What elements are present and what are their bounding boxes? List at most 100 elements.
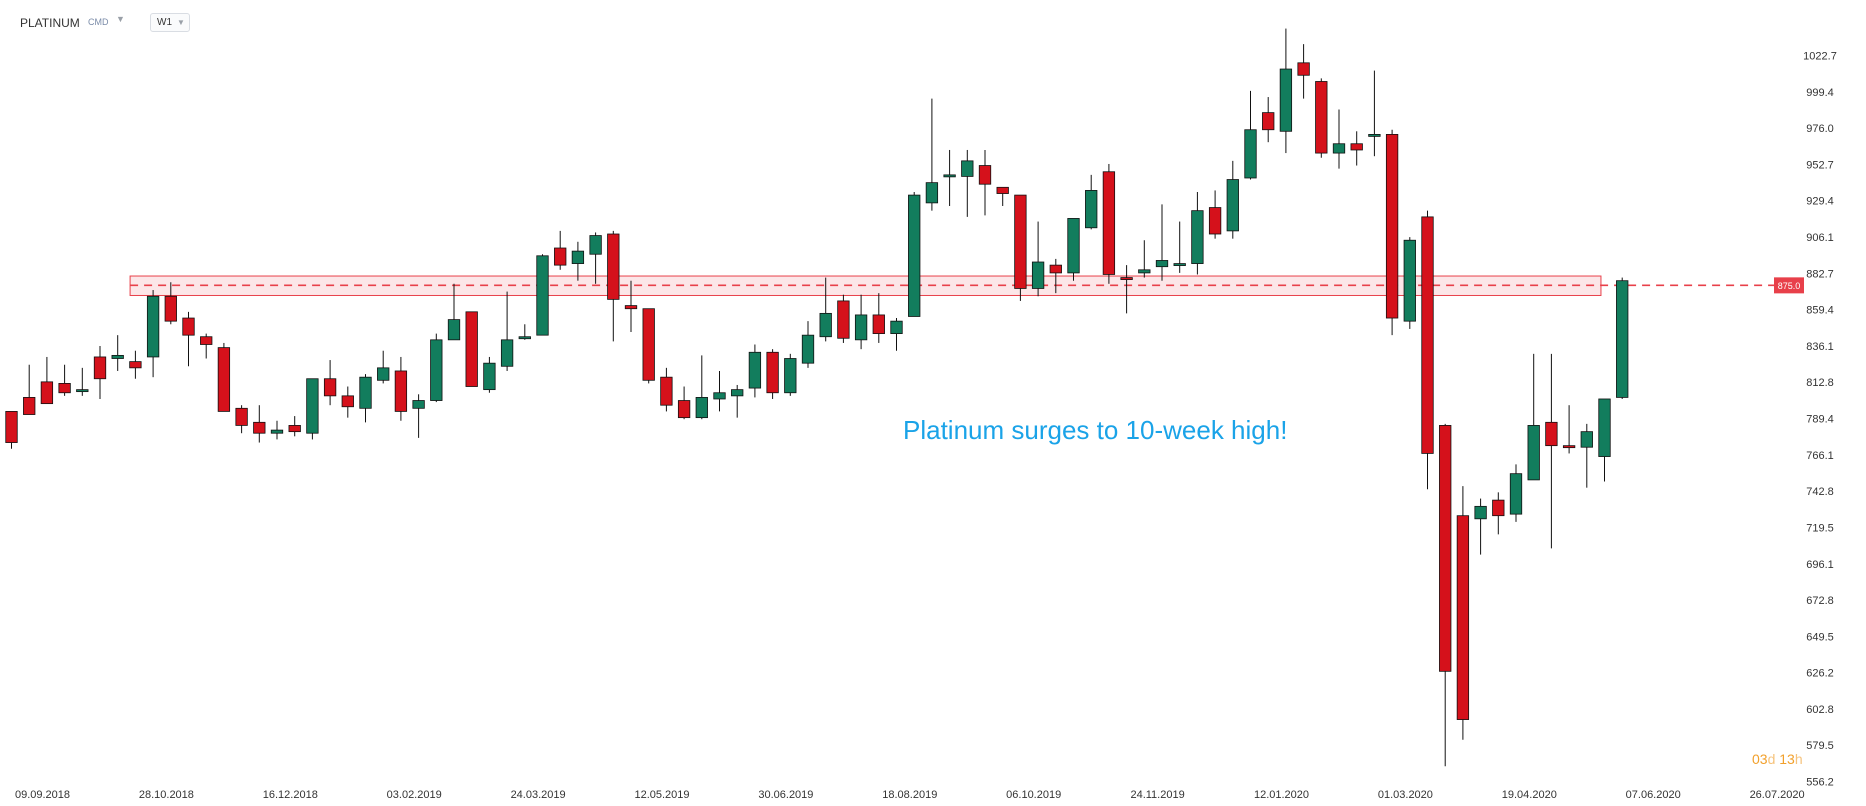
candle — [253, 405, 266, 443]
countdown-hours: 13 — [1779, 751, 1795, 767]
candle-body-up — [1085, 190, 1098, 229]
x-tick-label: 19.04.2020 — [1502, 789, 1557, 801]
candle — [837, 294, 850, 343]
y-tick-label: 766.1 — [1806, 450, 1834, 462]
candle-body-up — [377, 367, 390, 381]
candle — [996, 186, 1009, 206]
y-tick-label: 976.0 — [1806, 123, 1834, 135]
candle-body-down — [607, 233, 620, 300]
candle-body-up — [1368, 134, 1381, 137]
candle — [589, 232, 602, 284]
candle — [1279, 28, 1293, 154]
candle — [819, 277, 832, 342]
candle — [961, 149, 974, 217]
candle-body-down — [235, 407, 248, 426]
candle — [483, 356, 496, 393]
symbol-dropdown-icon[interactable]: ▼ — [116, 14, 125, 24]
candle-body-down — [996, 186, 1009, 194]
candle — [748, 344, 762, 398]
candle — [624, 280, 638, 333]
candle-body-down — [1456, 515, 1470, 720]
candle-body-up — [430, 339, 443, 401]
countdown-days-unit: d — [1767, 751, 1776, 767]
candle — [1138, 240, 1151, 278]
price-axis: 1022.7 999.4 976.0 952.7 929.4 906.1 882.7 859.… — [1774, 51, 1837, 789]
candle — [571, 241, 585, 281]
candle — [288, 416, 301, 437]
candle — [23, 364, 36, 415]
candle-body-up — [1279, 68, 1293, 132]
y-tick-label: 789.4 — [1806, 414, 1834, 426]
candle — [854, 294, 868, 350]
countdown-days: 03 — [1752, 751, 1768, 767]
candle — [731, 384, 744, 418]
candle-body-up — [1173, 263, 1186, 266]
x-tick-label: 09.09.2018 — [15, 789, 70, 801]
y-tick-label: 882.7 — [1806, 268, 1834, 280]
candle-body-up — [1138, 269, 1151, 274]
candle — [1226, 160, 1239, 239]
timeframe-select[interactable]: W1 ▼ — [150, 13, 190, 32]
candle-body-down — [164, 295, 177, 322]
candle — [1208, 190, 1222, 239]
candle — [1085, 174, 1098, 230]
candle-body-up — [589, 235, 602, 255]
candle — [642, 308, 655, 384]
y-tick-label: 906.1 — [1806, 232, 1834, 244]
candle-body-down — [642, 308, 655, 381]
candle-body-down — [1439, 425, 1452, 672]
x-tick-label: 26.07.2020 — [1750, 789, 1805, 801]
x-tick-label: 16.12.2018 — [263, 789, 318, 801]
candle-body-up — [76, 389, 89, 393]
y-tick-label: 836.1 — [1806, 341, 1834, 353]
candle — [677, 386, 691, 420]
x-tick-label: 28.10.2018 — [139, 789, 194, 801]
candle — [394, 356, 408, 421]
candle-body-down — [5, 411, 18, 443]
candle — [1102, 163, 1116, 284]
candle — [465, 311, 478, 387]
candle — [1191, 191, 1204, 275]
candle-body-up — [854, 314, 868, 341]
y-tick-label: 579.5 — [1806, 740, 1834, 752]
candle — [1350, 131, 1363, 166]
candle — [925, 98, 939, 211]
current-price-label: 875.0 — [1778, 281, 1801, 291]
candle — [306, 378, 319, 440]
candle — [1155, 204, 1169, 281]
candle-body-up — [447, 319, 461, 341]
candle — [660, 367, 673, 412]
candle — [1492, 492, 1505, 535]
candle-body-up — [819, 312, 832, 338]
candle-body-up — [1067, 218, 1080, 274]
candle — [1580, 423, 1593, 488]
x-tick-label: 24.03.2019 — [511, 789, 566, 801]
candle-body-up — [943, 174, 956, 178]
candle — [447, 283, 461, 341]
candle — [377, 350, 390, 384]
candle — [200, 333, 213, 359]
candle — [129, 350, 142, 379]
candle-body-up — [784, 358, 797, 394]
candle-body-down — [129, 361, 142, 369]
x-tick-label: 07.06.2020 — [1626, 789, 1681, 801]
candle — [1421, 210, 1434, 490]
candle-body-up — [801, 334, 815, 364]
y-tick-label: 952.7 — [1806, 159, 1834, 171]
candle-body-up — [695, 397, 708, 419]
candle-body-up — [961, 160, 974, 177]
candle-body-down — [1545, 421, 1558, 447]
candle — [5, 411, 18, 449]
candle — [111, 335, 124, 371]
candle-body-up — [1474, 505, 1487, 520]
candle-body-down — [837, 300, 850, 339]
candle — [1545, 353, 1558, 549]
candle-body-down — [660, 376, 673, 406]
instrument-symbol[interactable]: PLATINUM — [20, 16, 80, 30]
candle — [801, 321, 815, 368]
candle — [1173, 221, 1186, 273]
candle — [784, 353, 797, 396]
candles — [5, 28, 1629, 767]
candle — [430, 333, 443, 403]
